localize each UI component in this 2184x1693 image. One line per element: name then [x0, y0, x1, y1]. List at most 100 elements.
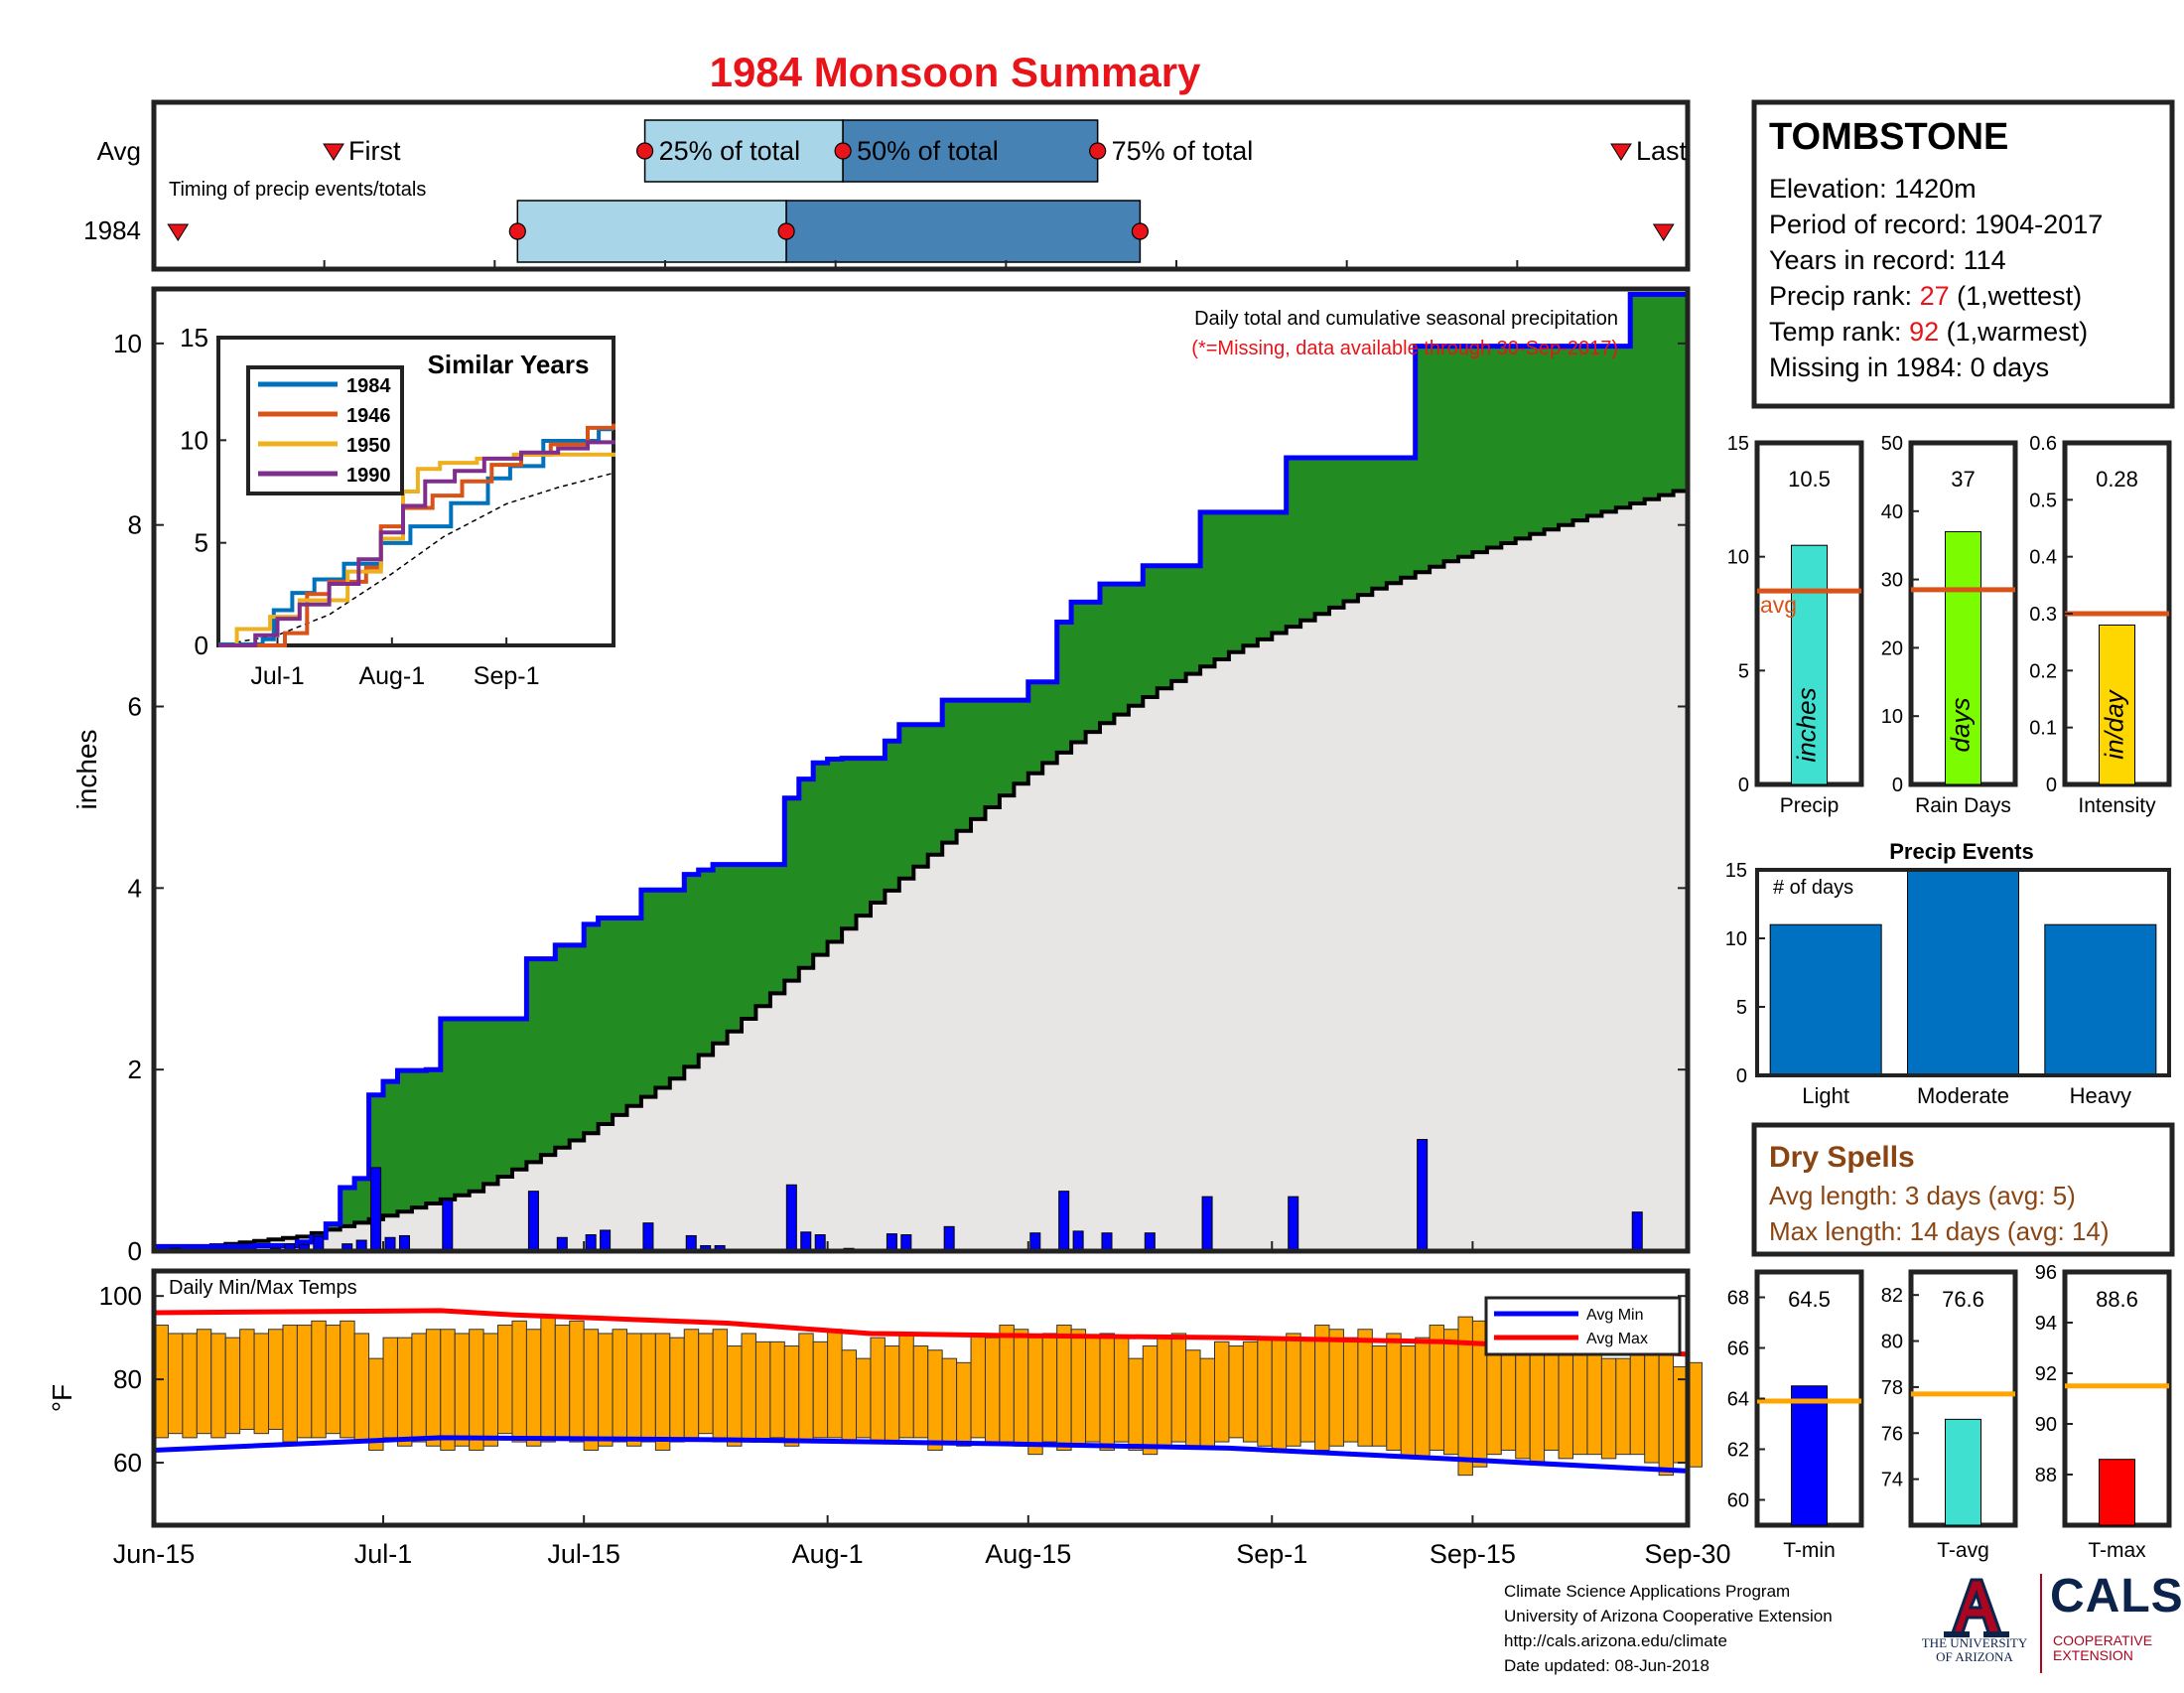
cals-subtitle: COOPERATIVE EXTENSION — [2053, 1633, 2152, 1663]
temp-stat-y-tick-label: 96 — [2035, 1262, 2057, 1284]
stat-y-tick-label: 30 — [1881, 570, 1903, 592]
cals-sub-line: EXTENSION — [2053, 1647, 2133, 1663]
university-of-arizona-logo — [1944, 1578, 2009, 1637]
inset-y-tick-label: 5 — [195, 528, 208, 558]
stat-panel-label: Intensity — [2078, 794, 2156, 817]
x-axis-date-label: Jul-1 — [354, 1539, 413, 1569]
temp-stat-y-tick-label: 66 — [1727, 1339, 1749, 1360]
temp-stat-bar — [1791, 1385, 1828, 1526]
stat-panel-label: Rain Days — [1915, 794, 2011, 817]
daily-temp-bar — [912, 1345, 929, 1439]
daily-temp-bar — [1286, 1333, 1301, 1447]
stat-y-tick-label: 50 — [1881, 433, 1903, 455]
daily-temp-bar — [210, 1333, 226, 1439]
temp-stat-y-tick-label: 68 — [1727, 1288, 1749, 1310]
timing-label-25: 25% of total — [659, 136, 801, 166]
timing-box-25-50 — [643, 119, 844, 183]
daily-temp-bar — [1271, 1337, 1288, 1451]
inset-x-tick-label: Sep-1 — [474, 662, 540, 690]
daily-temp-bar — [1342, 1337, 1359, 1443]
daily-temp-bar — [1328, 1329, 1344, 1447]
daily-temp-bar — [1400, 1345, 1417, 1460]
stat-value: 10.5 — [1788, 467, 1831, 492]
temp-y-tick-label: 100 — [99, 1281, 142, 1311]
daily-temp-bar — [454, 1333, 471, 1447]
inset-legend-label: 1990 — [346, 465, 391, 487]
x-axis-date-label: Aug-15 — [985, 1539, 1071, 1569]
temp-stat-y-tick-label: 78 — [1881, 1377, 1903, 1399]
footer-line: Date updated: 08-Jun-2018 — [1504, 1656, 1709, 1675]
daily-temp-bar — [999, 1325, 1015, 1443]
daily-temp-bar — [683, 1329, 700, 1439]
daily-temp-bar — [1041, 1333, 1058, 1443]
daily-temp-bar — [884, 1345, 900, 1443]
daily-precip-bar — [1288, 1196, 1299, 1252]
daily-temp-bar — [1199, 1357, 1216, 1447]
daily-temp-bar — [841, 1349, 858, 1443]
precip-y-tick-label: 10 — [113, 329, 142, 358]
precip-y-tick-label: 0 — [128, 1236, 142, 1266]
x-axis-date-label: Jul-15 — [547, 1539, 620, 1569]
daily-temp-bar — [540, 1316, 556, 1443]
daily-precip-bar — [600, 1229, 612, 1252]
stat-bar — [1791, 544, 1828, 785]
daily-temp-bar — [727, 1345, 743, 1447]
cals-sub-line: COOPERATIVE — [2053, 1632, 2153, 1648]
timing-last-marker — [1610, 143, 1632, 161]
avg-min-temp-line — [153, 1435, 1689, 1474]
daily-temp-bar — [640, 1333, 656, 1443]
daily-temp-bar — [927, 1349, 943, 1451]
temp-stat-y-tick-label: 60 — [1727, 1490, 1749, 1512]
timing-box-50-75 — [842, 119, 1099, 183]
daily-temp-bar — [1415, 1337, 1431, 1460]
stat-y-tick-label: 40 — [1881, 501, 1903, 523]
daily-temp-bar — [1629, 1349, 1646, 1456]
footer-line: University of Arizona Cooperative Extens… — [1504, 1607, 1833, 1625]
timing-50pct-marker — [834, 142, 852, 160]
x-axis-date-label: Aug-1 — [792, 1539, 864, 1569]
timing-25pct-marker — [635, 142, 654, 160]
daily-temp-bar — [827, 1329, 843, 1439]
station-info-line: Years in record: 114 — [1769, 245, 2006, 275]
daily-temp-bar — [382, 1337, 398, 1439]
dry-spells-box — [1751, 1122, 2175, 1257]
daily-temp-bar — [898, 1333, 914, 1439]
daily-temp-bar — [754, 1340, 771, 1443]
inset-title: Similar Years — [428, 350, 590, 379]
precip-plot-frame — [151, 286, 1691, 1254]
temp-stat-label: T-min — [1783, 1539, 1836, 1562]
precip-y-tick-label: 6 — [128, 692, 142, 722]
stat-y-tick-label: 0 — [2046, 775, 2057, 796]
daily-temp-bar — [1142, 1345, 1159, 1456]
inset-x-tick-label: Jul-1 — [250, 662, 304, 690]
daily-temp-bar — [525, 1329, 542, 1447]
daily-temp-bar — [812, 1340, 829, 1439]
daily-temp-bar — [196, 1329, 212, 1435]
precip-events-y-tick-label: 0 — [1736, 1065, 1747, 1087]
daily-temp-bar — [368, 1357, 384, 1451]
daily-temp-bar — [712, 1329, 729, 1443]
daily-temp-bar — [325, 1325, 341, 1435]
precip-events-title: Precip Events — [1889, 839, 2034, 864]
daily-temp-bar — [1056, 1325, 1072, 1451]
precip-y-tick-label: 2 — [128, 1055, 142, 1084]
precip-events-y-tick-label: 5 — [1736, 997, 1747, 1019]
stat-y-tick-label: 0.1 — [2029, 718, 2057, 740]
daily-temp-bar — [1085, 1337, 1101, 1443]
daily-temp-bar — [311, 1320, 327, 1439]
temp-stat-value: 64.5 — [1788, 1287, 1831, 1312]
daily-temp-bar — [1013, 1329, 1029, 1447]
daily-temp-bar — [1558, 1349, 1573, 1460]
daily-temp-bar — [1157, 1337, 1172, 1447]
timing-first-marker — [167, 223, 190, 241]
x-axis-date-label: Sep-1 — [1236, 1539, 1307, 1569]
daily-temp-bar — [1500, 1340, 1517, 1451]
stat-avg-text: avg — [1760, 592, 1797, 618]
daily-temp-bar — [268, 1329, 284, 1430]
timing-last-marker — [1652, 223, 1675, 241]
precip-event-bar — [1769, 923, 1882, 1076]
precip-events-y-tick-label: 15 — [1725, 860, 1747, 882]
stat-bar — [1945, 530, 1981, 785]
avg-max-temp-line — [153, 1308, 1689, 1357]
